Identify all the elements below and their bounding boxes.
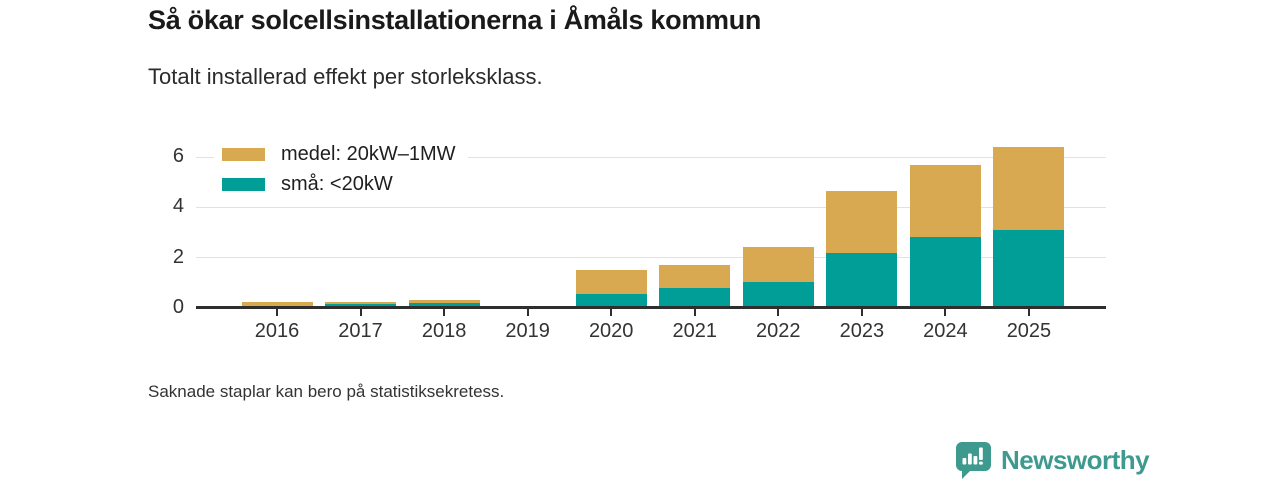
x-tick-label-2024: 2024	[923, 320, 968, 342]
y-tick-label: 6	[172, 145, 184, 168]
x-tick-2024	[944, 309, 947, 316]
x-tick-2019	[526, 309, 529, 316]
brand-lockup: Newsworthy	[953, 440, 1150, 480]
x-axis-line	[196, 306, 1106, 309]
bar-2022-medel	[742, 247, 814, 283]
x-tick-2022	[777, 309, 780, 316]
legend-label: medel: 20kW–1MW	[281, 143, 456, 165]
gridline-y6	[196, 156, 1106, 158]
x-tick-label-2016: 2016	[254, 320, 300, 342]
bar-2023-sma	[826, 252, 898, 308]
chart-legend: medel: 20kW–1MW små: <20kW	[214, 142, 468, 201]
x-tick-2020	[610, 309, 613, 316]
legend-swatch-sma	[222, 178, 265, 191]
page-title: Så ökar solcellsinstallationerna i Åmåls…	[148, 5, 762, 35]
bar-2018-sma	[408, 302, 480, 308]
bar-2024-medel	[909, 164, 981, 237]
x-tick-label-2018: 2018	[421, 320, 467, 342]
bar-2020-sma	[575, 294, 647, 308]
brand-name: Newsworthy	[1001, 444, 1150, 475]
legend-item-medel: medel: 20kW–1MW	[222, 144, 456, 165]
gridline-y4	[196, 206, 1106, 208]
legend-label: små: <20kW	[281, 173, 393, 195]
bar-2016-medel	[241, 301, 313, 306]
legend-swatch-medel	[222, 148, 265, 161]
x-tick-label-2025: 2025	[1006, 320, 1052, 342]
x-tick-2016	[276, 309, 278, 316]
chart-subtitle: Totalt installerad effekt per storlekskl…	[148, 64, 543, 89]
bar-2024-sma	[909, 236, 981, 308]
bar-2021-sma	[659, 288, 731, 308]
bar-2020-medel	[575, 270, 647, 295]
bar-2023-medel	[826, 190, 898, 253]
plot-area: medel: 20kW–1MW små: <20kW 0 2 4 6 2016 2017 20…	[173, 140, 1106, 342]
legend-item-sma: små: <20kW	[222, 174, 456, 195]
bar-2025-medel	[993, 147, 1065, 230]
x-tick-label-2023: 2023	[839, 320, 885, 342]
bar-2018-medel	[408, 300, 480, 303]
y-tick-label: 4	[172, 195, 184, 218]
x-tick-label-2017: 2017	[338, 320, 383, 342]
y-tick-label: 2	[172, 245, 184, 268]
x-tick-label-2022: 2022	[756, 320, 801, 342]
x-tick-label-2019: 2019	[505, 320, 550, 342]
bar-2017-medel	[325, 302, 397, 304]
bar-2017-sma	[325, 303, 397, 308]
x-tick-label-2020: 2020	[588, 320, 634, 342]
x-tick-2017	[359, 309, 362, 316]
x-tick-2023	[860, 309, 863, 316]
x-tick-2018	[443, 309, 446, 316]
x-tick-2025	[1027, 309, 1030, 316]
gridline-y2	[196, 257, 1106, 259]
bar-2022-sma	[742, 282, 814, 308]
footnote: Saknade staplar kan bero på statistiksek…	[148, 382, 505, 401]
y-tick-label: 0	[172, 296, 184, 318]
bar-2021-medel	[659, 265, 731, 289]
x-tick-label-2021: 2021	[672, 320, 718, 342]
newsworthy-logo-icon	[956, 442, 991, 479]
x-tick-2021	[693, 309, 696, 316]
bar-2025-sma	[993, 229, 1065, 308]
